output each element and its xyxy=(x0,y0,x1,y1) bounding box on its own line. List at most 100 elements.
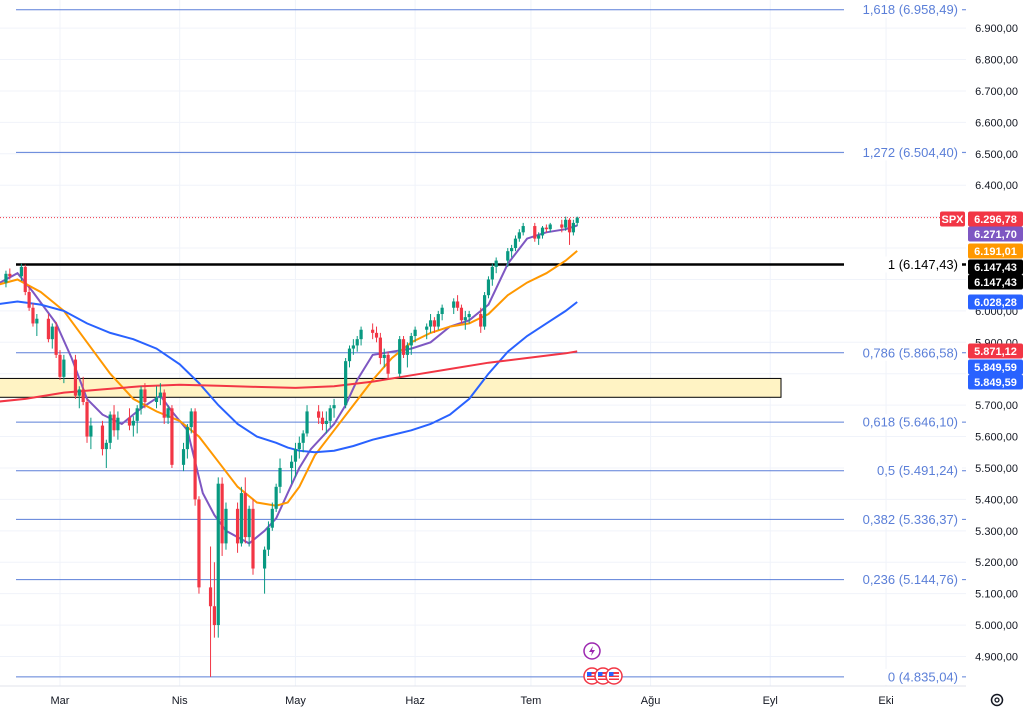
candle-body xyxy=(212,606,216,626)
candle-body xyxy=(274,486,278,509)
fib-level[interactable]: 1,618 (6.958,49) xyxy=(16,1,966,18)
fib-label-bg xyxy=(844,511,962,528)
settings-icon-ring xyxy=(990,693,1004,707)
price-badge-bg xyxy=(968,243,1023,259)
candle-body xyxy=(8,273,12,277)
fib-label: 1,272 (6.504,40) xyxy=(863,145,958,160)
candle-body xyxy=(54,326,58,355)
price-badge-text: 6.147,43 xyxy=(974,262,1017,274)
candle-body xyxy=(560,224,564,228)
candle-body xyxy=(104,442,108,450)
candle-body xyxy=(239,493,244,544)
candle-body xyxy=(290,461,294,468)
fibonacci-levels[interactable]: 1,618 (6.958,49) 1,272 (6.504,40) 1 (6.147… xyxy=(0,1,966,685)
candle xyxy=(85,398,89,443)
candle-body xyxy=(521,226,525,233)
candle-body xyxy=(220,483,224,544)
price-tick-label: 6.600,00 xyxy=(975,117,1018,129)
fib-level[interactable]: 0 (4.835,04) xyxy=(16,668,966,685)
candle xyxy=(521,222,525,236)
price-tick-label: 5.700,00 xyxy=(975,400,1018,412)
price-tick-label: 5.500,00 xyxy=(975,463,1018,475)
flag-stripe-white xyxy=(609,674,619,676)
fib-level[interactable]: 0,618 (5.646,10) xyxy=(16,414,966,431)
flag-canton xyxy=(598,672,603,676)
candle-body xyxy=(544,227,548,230)
candle xyxy=(104,439,108,468)
fib-level[interactable]: 0,5 (5.491,24) xyxy=(16,462,966,479)
candle-body xyxy=(81,389,85,402)
time-tick-label: Tem xyxy=(521,695,542,707)
candle xyxy=(483,292,487,330)
fib-level[interactable]: 0,786 (5.866,58) xyxy=(16,344,966,361)
fib-level[interactable]: 0,382 (5.336,37) xyxy=(16,511,966,528)
fib-label: 1 (6.147,43) xyxy=(888,257,958,272)
us-flag-icon[interactable] xyxy=(605,667,623,685)
fib-level[interactable]: 0,236 (5.144,76) xyxy=(16,571,966,588)
candle-body xyxy=(386,354,390,374)
ma-line-3 xyxy=(0,350,578,403)
lightning-icon[interactable] xyxy=(583,642,601,660)
candle xyxy=(239,486,244,547)
candle xyxy=(479,307,483,333)
fib-label-bg xyxy=(844,571,962,588)
candle-body xyxy=(494,260,498,267)
ma-line-1 xyxy=(0,250,578,507)
price-badge: 6.147,43 xyxy=(968,274,1023,290)
candle xyxy=(135,405,139,434)
price-badge-text: 5.849,59 xyxy=(974,362,1017,374)
candle xyxy=(19,263,23,282)
price-badge-bg xyxy=(968,374,1023,390)
price-badge-bg xyxy=(968,226,1023,242)
candle-body xyxy=(359,329,363,340)
price-badge: SPX xyxy=(940,211,965,227)
time-tick-label: Eyl xyxy=(763,695,778,707)
candle xyxy=(23,264,27,296)
time-axis[interactable]: Mar Nis May Haz Tem Ağu Eyl Eki xyxy=(0,685,1024,714)
price-tick-label: 4.900,00 xyxy=(975,652,1018,664)
candle-body xyxy=(224,508,228,544)
price-tick-label: 6.400,00 xyxy=(975,180,1018,192)
candle-body xyxy=(490,266,494,280)
candle-body xyxy=(170,408,174,465)
lightning-icon-bolt xyxy=(589,646,595,656)
price-tick-label: 6.900,00 xyxy=(975,23,1018,35)
candle xyxy=(139,386,143,415)
candle-body xyxy=(162,392,166,418)
candle-body xyxy=(432,320,437,327)
settings-icon[interactable] xyxy=(990,693,1004,707)
candle-body xyxy=(166,408,170,418)
price-badge: 5.871,12 xyxy=(968,343,1023,359)
candle xyxy=(355,336,359,352)
candle-body xyxy=(235,508,240,544)
candle-body xyxy=(428,320,433,327)
candle-body xyxy=(571,222,575,233)
candle xyxy=(401,336,406,359)
candle xyxy=(54,321,58,359)
candle-body xyxy=(62,359,66,377)
price-badge-text: 6.147,43 xyxy=(974,277,1017,289)
price-badge: 6.028,28 xyxy=(968,294,1023,310)
candle-body xyxy=(506,251,510,261)
candle-body xyxy=(181,449,186,465)
candle-body xyxy=(413,329,417,337)
candle xyxy=(4,270,8,288)
fib-label-bg xyxy=(844,462,962,479)
fib-level[interactable]: 1,272 (6.504,40) xyxy=(16,144,966,161)
candle-body xyxy=(347,348,352,362)
price-badge-text: 5.871,12 xyxy=(974,346,1017,358)
price-badge-bg xyxy=(968,274,1023,290)
events[interactable] xyxy=(583,642,623,685)
fib-label-bg xyxy=(844,344,962,361)
candle xyxy=(324,411,328,434)
candle xyxy=(170,405,174,468)
price-badge-text: 6.296,78 xyxy=(974,214,1017,226)
candle xyxy=(77,386,81,409)
candle-body xyxy=(317,411,321,418)
fib-level[interactable]: 1 (6.147,43) xyxy=(16,256,966,273)
candle-body xyxy=(100,425,105,450)
candle-body xyxy=(398,339,402,374)
fib-label: 0,236 (5.144,76) xyxy=(863,572,958,587)
candle xyxy=(81,376,85,406)
